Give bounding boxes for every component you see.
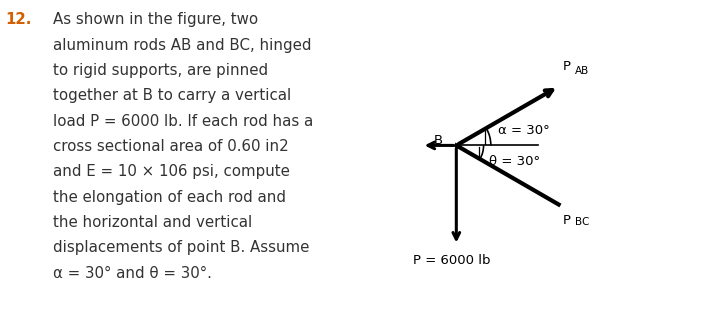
Text: P: P — [563, 214, 571, 226]
Text: θ = 30°: θ = 30° — [489, 155, 540, 168]
Text: BC: BC — [575, 217, 590, 227]
Text: cross sectional area of 0.60 in2: cross sectional area of 0.60 in2 — [53, 139, 288, 154]
Text: α = 30° and θ = 30°.: α = 30° and θ = 30°. — [53, 266, 212, 281]
Text: together at B to carry a vertical: together at B to carry a vertical — [53, 88, 291, 104]
Text: AB: AB — [575, 66, 589, 76]
Text: the elongation of each rod and: the elongation of each rod and — [53, 190, 286, 205]
Text: B: B — [433, 134, 443, 147]
Text: load P = 6000 lb. If each rod has a: load P = 6000 lb. If each rod has a — [53, 114, 312, 129]
Text: displacements of point B. Assume: displacements of point B. Assume — [53, 240, 309, 256]
Text: P: P — [563, 60, 571, 73]
Text: to rigid supports, are pinned: to rigid supports, are pinned — [53, 63, 268, 78]
Text: P = 6000 lb: P = 6000 lb — [413, 255, 490, 268]
Text: 12.: 12. — [6, 12, 32, 28]
Text: the horizontal and vertical: the horizontal and vertical — [53, 215, 252, 230]
Text: α = 30°: α = 30° — [498, 124, 550, 138]
Text: aluminum rods AB and BC, hinged: aluminum rods AB and BC, hinged — [53, 38, 311, 53]
Text: and E = 10 × 106 psi, compute: and E = 10 × 106 psi, compute — [53, 164, 289, 180]
Text: As shown in the figure, two: As shown in the figure, two — [53, 12, 258, 28]
